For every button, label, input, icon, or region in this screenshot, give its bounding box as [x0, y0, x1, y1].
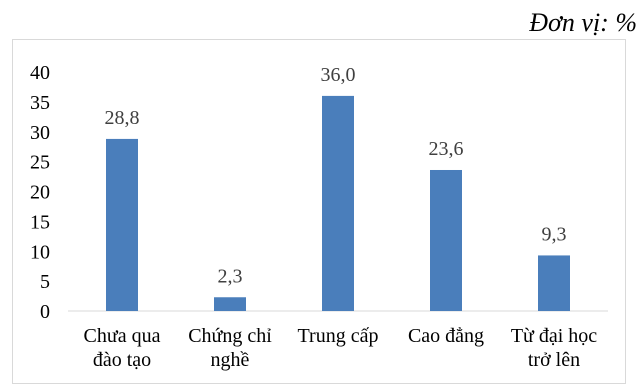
category-label: đào tạo	[93, 349, 151, 371]
category-label: Chưa qua	[84, 325, 161, 347]
y-tick-label: 30	[30, 122, 50, 144]
bar	[322, 95, 354, 312]
category-label: trở lên	[528, 349, 580, 371]
data-label: 23,6	[429, 138, 464, 160]
data-label: 9,3	[542, 223, 567, 245]
bar	[430, 169, 462, 311]
y-tick-label: 5	[40, 271, 50, 293]
data-label: 2,3	[218, 265, 243, 287]
category-label: Trung cấp	[298, 325, 379, 347]
chart-frame	[12, 39, 626, 384]
category-label: Từ đại học	[511, 325, 597, 347]
bar	[538, 255, 570, 311]
y-tick-label: 0	[40, 301, 50, 323]
bar	[214, 297, 246, 311]
y-tick-label: 10	[30, 241, 50, 263]
y-tick-label: 35	[30, 92, 50, 114]
bar	[106, 138, 138, 311]
data-label: 36,0	[321, 64, 356, 86]
category-label: nghề	[211, 349, 250, 371]
data-label: 28,8	[105, 107, 140, 129]
unit-label: Đơn vị: %	[529, 8, 637, 37]
category-label: Cao đẳng	[408, 325, 484, 347]
y-tick-label: 25	[30, 152, 50, 174]
y-tick-label: 20	[30, 182, 50, 204]
y-tick-label: 40	[30, 62, 50, 84]
category-label: Chứng chỉ	[188, 325, 272, 347]
y-tick-label: 15	[30, 211, 50, 233]
